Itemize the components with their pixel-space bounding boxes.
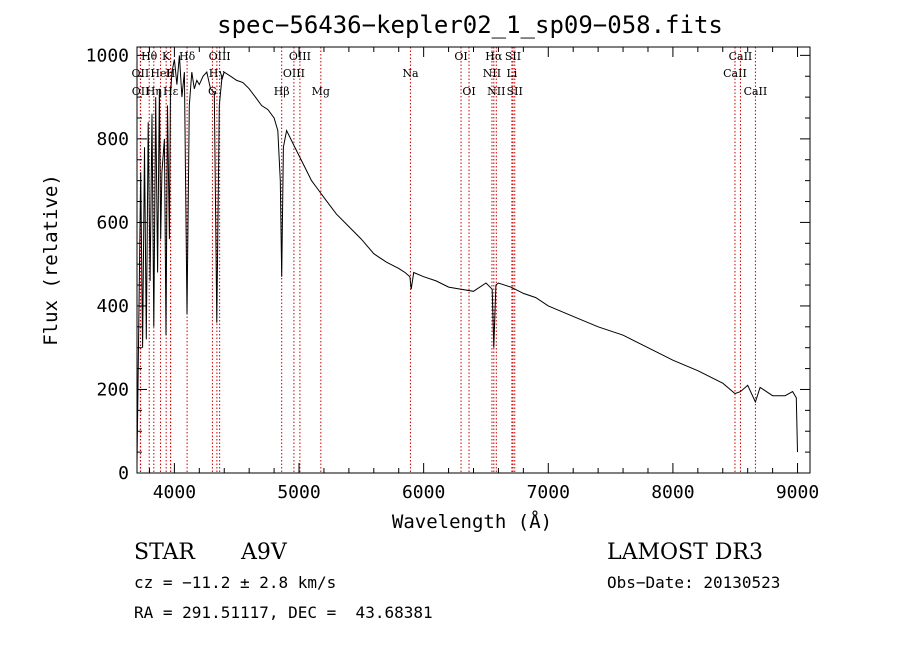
line-label: Hδ xyxy=(179,50,196,63)
y-tick-label: 1000 xyxy=(86,45,129,66)
line-label: Hθ xyxy=(141,50,158,63)
y-tick-label: 0 xyxy=(118,463,129,484)
line-label: OI xyxy=(462,85,475,98)
x-tick-label: 6000 xyxy=(402,482,445,503)
coordinates: RA = 291.51117, DEC = 43.68381 xyxy=(134,603,433,622)
line-label: OIII xyxy=(209,50,231,63)
line-label: OIII xyxy=(289,50,311,63)
spectral-subclass: A9V xyxy=(241,540,287,565)
line-label: Hη xyxy=(146,85,162,98)
line-label: Hβ xyxy=(274,85,290,98)
line-label: HeI xyxy=(150,67,170,80)
x-tick-label: 5000 xyxy=(277,482,320,503)
line-label: OIII xyxy=(283,67,305,80)
line-label: NII xyxy=(487,85,505,98)
line-markers xyxy=(139,47,756,473)
survey-name: LAMOST DR3 xyxy=(607,540,763,565)
axis-ticks: 4000 5000 6000 7000 8000 9000 0 200 400 600 800 100… xyxy=(86,45,820,503)
line-label: OII xyxy=(132,67,150,80)
line-label: NII xyxy=(483,67,501,80)
line-label: Mg xyxy=(312,85,330,98)
line-label: Hα xyxy=(485,50,503,63)
y-tick-label: 200 xyxy=(96,379,129,400)
x-tick-label: 8000 xyxy=(651,482,694,503)
line-label: SII xyxy=(507,85,523,98)
line-label: OII xyxy=(132,85,150,98)
line-label: CaII xyxy=(723,67,747,80)
line-label: Hγ xyxy=(209,67,226,80)
y-tick-label: 800 xyxy=(96,129,129,150)
spectrum-line xyxy=(136,55,798,465)
line-label: CaII xyxy=(729,50,753,63)
plot-frame xyxy=(136,46,811,474)
chart-title: spec−56436−kepler02_1_sp09−058.fits xyxy=(217,11,723,39)
line-label: H xyxy=(166,67,176,80)
line-label: K xyxy=(162,50,171,63)
object-type: STAR xyxy=(134,540,195,565)
line-label: CaII xyxy=(744,85,768,98)
observation-date: Obs−Date: 20130523 xyxy=(607,573,781,592)
line-label: Li xyxy=(506,67,517,80)
y-tick-label: 400 xyxy=(96,296,129,317)
x-tick-label: 9000 xyxy=(776,482,819,503)
x-tick-label: 7000 xyxy=(527,482,570,503)
line-label: Na xyxy=(402,67,419,80)
y-axis-label: Flux (relative) xyxy=(40,174,62,346)
y-tick-label: 600 xyxy=(96,212,129,233)
line-label: SII xyxy=(505,50,521,63)
redshift-cz: cz = −11.2 ± 2.8 km/s xyxy=(134,573,337,592)
line-label: OI xyxy=(454,50,467,63)
x-tick-label: 4000 xyxy=(153,482,196,503)
x-axis-label: Wavelength (Å) xyxy=(392,510,552,533)
line-labels: OIIOIIHθHηHeIKHεHHδGHγOIIIHβOIIIOIIIMgNa… xyxy=(132,50,768,98)
